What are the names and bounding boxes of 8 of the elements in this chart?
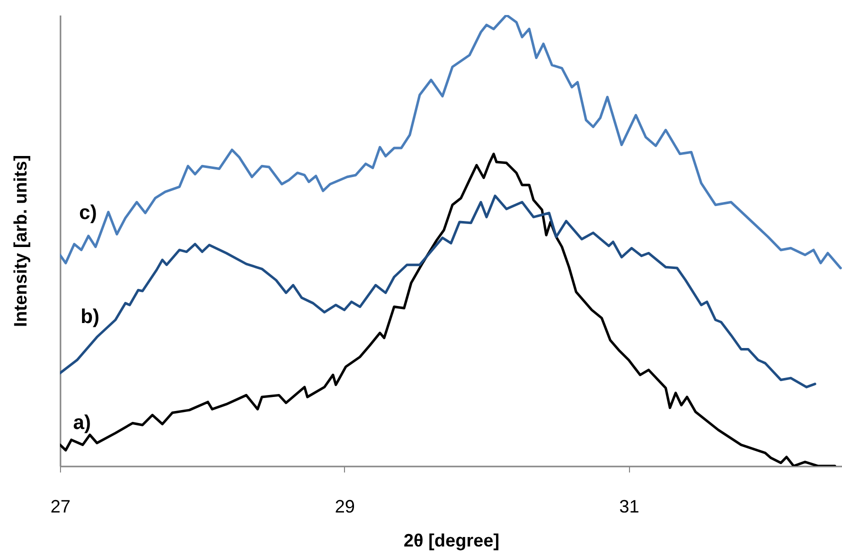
series-label: c): [79, 202, 97, 224]
series-label: a): [73, 412, 91, 434]
y-axis-title: Intensity [arb. units]: [10, 154, 30, 328]
x-tick-label: 31: [619, 496, 640, 516]
x-axis-title: 2θ [degree]: [404, 530, 500, 550]
x-tick-label: 27: [50, 496, 71, 516]
x-tick-label: 29: [334, 496, 355, 516]
series-label: b): [80, 306, 100, 328]
